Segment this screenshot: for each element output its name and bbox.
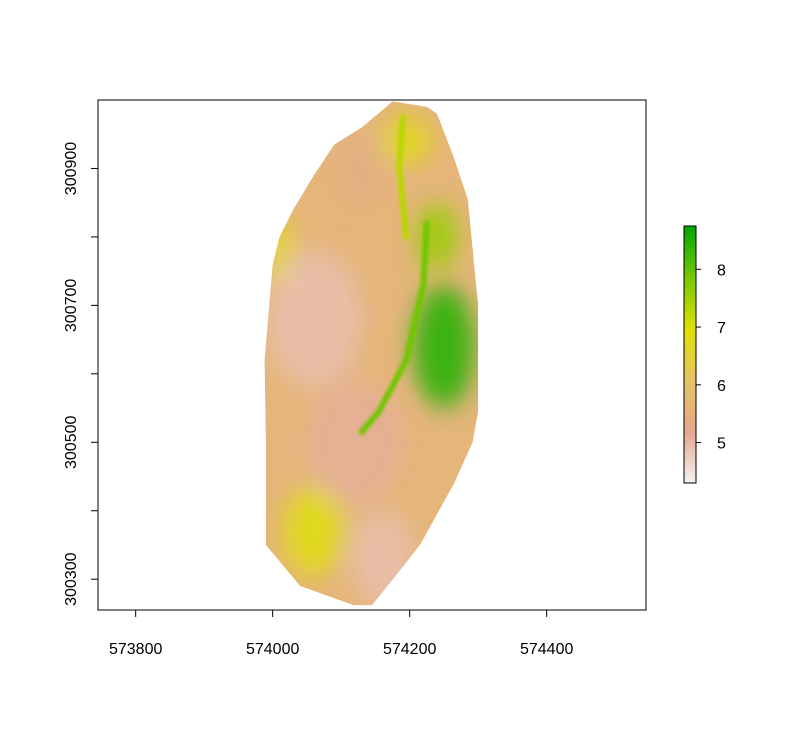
y-axis: 300300 300500 300700 300900 <box>63 142 98 606</box>
x-tick-label: 574200 <box>383 641 436 658</box>
legend: 5 6 7 8 <box>683 225 726 484</box>
raster <box>264 101 479 606</box>
legend-colorbar <box>683 225 697 484</box>
x-axis: 573800 574000 574200 574400 <box>109 610 573 658</box>
legend-tick-label: 6 <box>717 378 726 395</box>
y-tick-label: 300500 <box>63 416 80 469</box>
plot-box <box>97 99 647 611</box>
raster-zone <box>265 250 362 388</box>
raster-feature <box>358 220 430 435</box>
raster-zone <box>382 117 431 166</box>
raster-features <box>358 114 430 435</box>
raster-zone <box>283 486 345 576</box>
y-tick-label: 300700 <box>63 279 80 332</box>
raster-zone <box>351 510 414 606</box>
x-tick-label: 574400 <box>520 641 573 658</box>
x-tick-label: 574000 <box>246 641 299 658</box>
raster-zone <box>334 134 390 203</box>
y-tick-label: 300900 <box>63 142 80 195</box>
legend-tick-label: 8 <box>717 262 726 279</box>
legend-tick-label: 5 <box>717 436 726 453</box>
legend-tick-label: 7 <box>717 320 726 337</box>
raster-feature <box>396 114 410 240</box>
x-tick-label: 573800 <box>109 641 162 658</box>
y-tick-label: 300300 <box>63 552 80 605</box>
raster-zone <box>413 284 475 408</box>
